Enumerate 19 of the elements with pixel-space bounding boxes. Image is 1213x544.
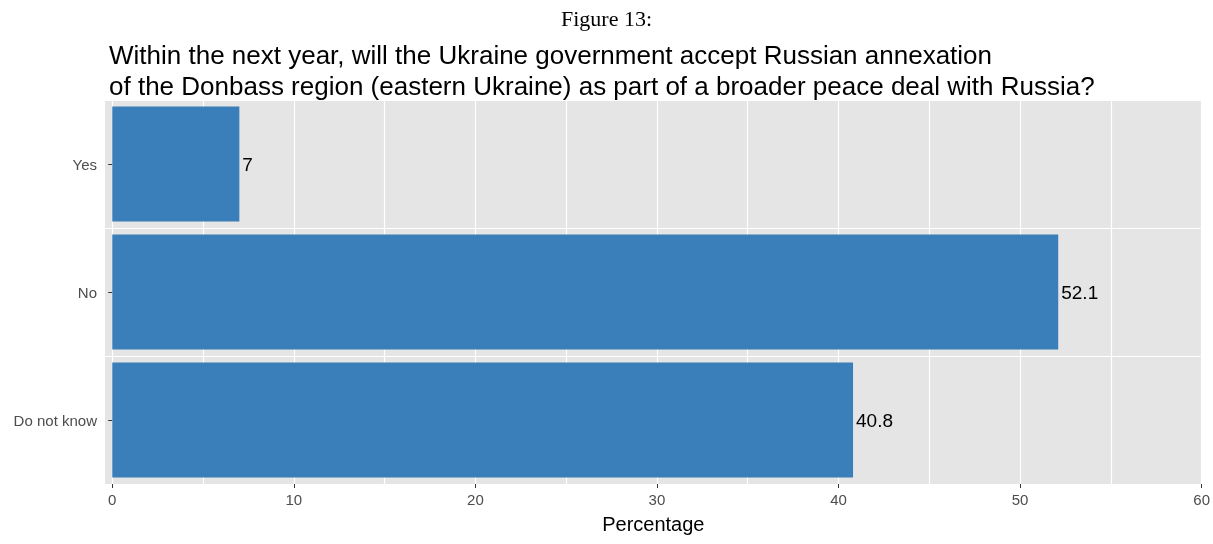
data-label: 7	[242, 153, 253, 175]
y-tick-label: Do not know	[13, 411, 98, 429]
bar	[112, 234, 1059, 350]
chart-title: Figure 13:	[560, 5, 653, 31]
bar	[112, 106, 240, 222]
y-tick-label: No	[77, 283, 97, 301]
x-tick-label: 20	[467, 491, 484, 508]
x-tick-label: 10	[285, 491, 303, 508]
x-tick-label: 30	[648, 491, 666, 508]
x-axis-title: Percentage	[602, 513, 705, 535]
x-tick-label: 50	[1011, 491, 1029, 508]
x-tick-label: 40	[830, 491, 847, 508]
data-label: 52.1	[1061, 281, 1099, 303]
chart-subtitle: Within the next year, will the Ukraine government accept Russian annexation of the Donbass region (eastern Ukraine) as part of a broader peace deal with Russia?	[109, 39, 1095, 101]
x-tick-label: 0	[108, 491, 117, 508]
y-tick-label: Yes	[72, 155, 97, 173]
data-label: 40.8	[856, 409, 894, 431]
x-tick-label: 60	[1193, 491, 1210, 508]
bar	[112, 362, 854, 478]
